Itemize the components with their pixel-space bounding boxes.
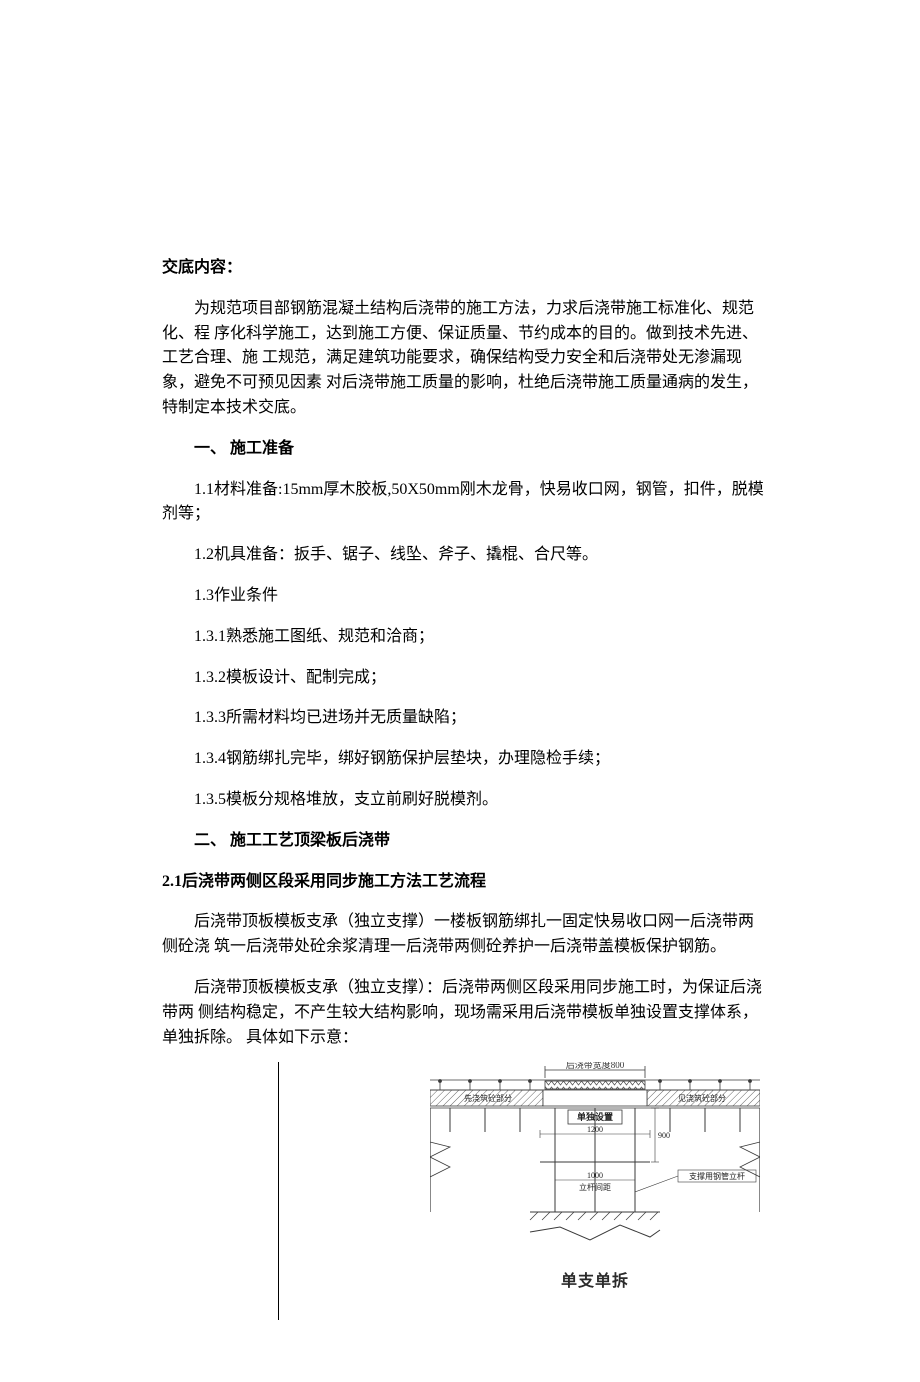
dim-1000-label: 立杆间距 — [579, 1182, 611, 1192]
section-1-head: 一、 施工准备 — [162, 437, 766, 462]
section-2-1-head: 2.1后浇带两侧区段采用同步施工方法工艺流程 — [162, 870, 766, 895]
item-1-2: 1.2机具准备：扳手、锯子、线坠、斧子、撬棍、合尺等。 — [162, 543, 766, 568]
item-1-3-4: 1.3.4钢筋绑扎完毕，绑好钢筋保护层垫块，办理隐检手续； — [162, 747, 766, 772]
section-2-1-p2: 后浇带顶板模板支承（独立支撑）：后浇带两侧区段采用同步施工时，为保证后浇带两 侧… — [162, 976, 766, 1050]
vertical-rule — [278, 1062, 279, 1320]
diagram-caption: 单支单拆 — [430, 1270, 760, 1295]
right-anno: 见浇筑砼部分 — [678, 1093, 726, 1103]
item-1-3-2: 1.3.2模板设计、配制完成； — [162, 666, 766, 691]
structural-diagram: 后浇带宽度800 — [430, 1062, 760, 1295]
item-1-3-3: 1.3.3所需材料均已进场并无质量缺陷； — [162, 706, 766, 731]
title: 交底内容： — [162, 256, 766, 281]
diagram-block: 后浇带宽度800 — [162, 1062, 766, 1322]
item-1-3: 1.3作业条件 — [162, 584, 766, 609]
top-dim-label: 后浇带宽度800 — [566, 1062, 625, 1070]
intro-paragraph: 为规范项目部钢筋混凝土结构后浇带的施工方法，力求后浇带施工标准化、规范化、程 序… — [162, 297, 766, 421]
right-lower-label: 支撑用钢管立杆 — [689, 1171, 745, 1181]
section-2-1-p1: 后浇带顶板模板支承（独立支撑）一楼板钢筋绑扎一固定快易收口网一后浇带两侧砼浇 筑… — [162, 910, 766, 960]
vert-dim: 900 — [658, 1131, 670, 1140]
document-page: 交底内容： 为规范项目部钢筋混凝土结构后浇带的施工方法，力求后浇带施工标准化、规… — [0, 0, 920, 1382]
dim-1000: 1000 — [587, 1171, 603, 1180]
dim-1200: 1200 — [587, 1125, 603, 1134]
item-1-1: 1.1材料准备:15mm厚木胶板,50X50mm刚木龙骨，快易收口网，钢管，扣件… — [162, 478, 766, 528]
item-1-3-5: 1.3.5模板分规格堆放，支立前刷好脱模剂。 — [162, 788, 766, 813]
item-1-3-1: 1.3.1熟悉施工图纸、规范和洽商； — [162, 625, 766, 650]
section-2-head: 二、 施工工艺顶梁板后浇带 — [162, 829, 766, 854]
left-anno: 先浇筑砼部分 — [464, 1093, 512, 1103]
